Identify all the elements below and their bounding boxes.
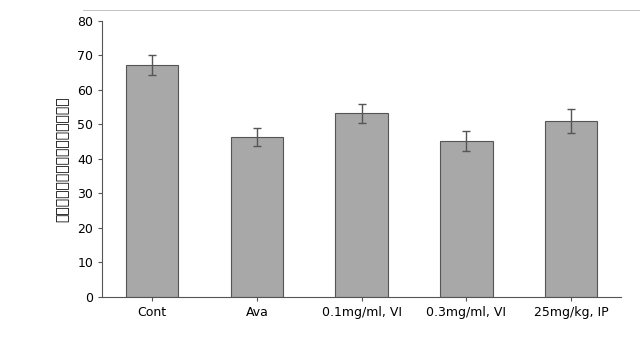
Bar xyxy=(440,141,493,297)
Bar xyxy=(230,137,283,297)
Bar xyxy=(126,65,179,297)
Bar xyxy=(335,113,388,297)
Y-axis label: 荧光強度（バックグラウンド比）: 荧光強度（バックグラウンド比） xyxy=(55,96,69,222)
Bar xyxy=(545,121,597,297)
